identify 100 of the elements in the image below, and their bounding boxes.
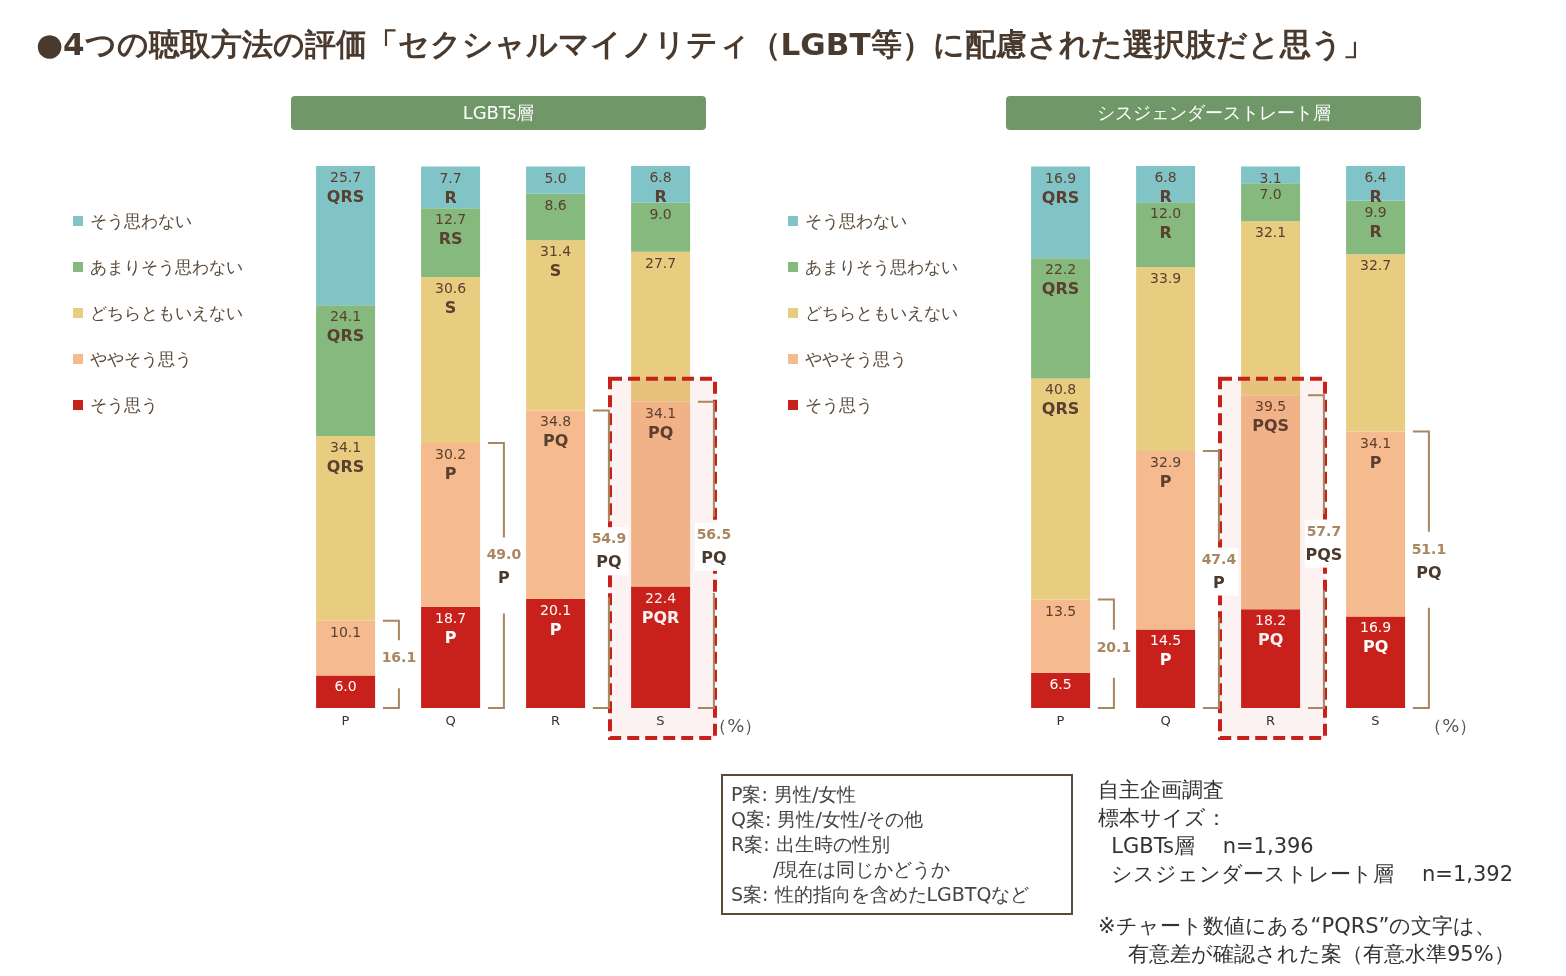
data-label: 6.4 R xyxy=(1364,169,1387,206)
data-label: 7.7 R xyxy=(439,169,462,207)
annotation: 56.5 PQ xyxy=(696,525,732,567)
bar xyxy=(526,599,586,708)
bar xyxy=(421,442,481,607)
bar xyxy=(1136,267,1196,452)
data-label: 30.6 S xyxy=(435,280,467,318)
data-label: 31.4 S xyxy=(540,243,572,281)
data-label: 32.9 P xyxy=(1150,454,1182,492)
legend-label: そう思わない xyxy=(90,209,192,233)
bar xyxy=(1031,166,1091,259)
bar xyxy=(1241,395,1301,610)
data-label: 12.7 RS xyxy=(435,211,467,249)
data-label: 22.4 PQR xyxy=(641,589,680,627)
data-label: 27.7 xyxy=(645,254,677,271)
bar xyxy=(1346,254,1406,432)
annotation: 51.1 PQ xyxy=(1411,540,1447,582)
data-label: 33.9 xyxy=(1150,270,1182,287)
data-label: 18.7 P xyxy=(435,609,467,647)
bar xyxy=(316,305,376,436)
text: 有意差が確認された案（有意水準95%） xyxy=(1127,941,1515,968)
legend-label: そう思う xyxy=(90,393,158,417)
data-label: 14.5 P xyxy=(1150,632,1182,670)
legend-label: ややそう思う xyxy=(805,347,907,371)
bar xyxy=(631,202,691,252)
data-label: 6.8 R xyxy=(649,169,672,206)
text: /現在は同じかどうか xyxy=(772,857,952,882)
annotation: 20.1 xyxy=(1096,638,1132,655)
bar xyxy=(631,251,691,402)
bar xyxy=(526,193,586,241)
data-label: 20.1 P xyxy=(540,602,572,640)
bar xyxy=(316,435,376,621)
bar xyxy=(1346,616,1406,708)
bar xyxy=(316,620,376,676)
data-label: 6.5 xyxy=(1049,675,1072,692)
data-label: 6.0 xyxy=(334,678,357,695)
text: 自主企画調査 xyxy=(1098,777,1225,804)
data-label: 7.0 xyxy=(1259,186,1282,203)
text: Q案: 男性/女性/その他 xyxy=(731,807,925,832)
text: シスジェンダーストレート層 n=1,392 xyxy=(1110,861,1514,888)
data-label: 16.9 QRS xyxy=(1041,169,1080,207)
legend-label: どちらともいえない xyxy=(805,301,958,325)
x-tick-label: Q xyxy=(1160,713,1171,729)
legend-label: ややそう思う xyxy=(90,347,192,371)
annotation: 54.9 PQ xyxy=(591,530,627,572)
bar xyxy=(1241,221,1301,396)
text: S案: 性的指向を含めたLGBTQなど xyxy=(731,882,1031,907)
bar xyxy=(526,410,586,600)
bar xyxy=(316,675,376,708)
data-label: 32.1 xyxy=(1255,224,1287,241)
data-label: 16.9 PQ xyxy=(1360,619,1392,657)
legend-label: あまりそう思わない xyxy=(90,255,243,279)
bar xyxy=(526,240,586,411)
bar xyxy=(421,208,481,278)
data-label: 13.5 xyxy=(1045,602,1077,619)
data-label: 9.0 xyxy=(649,205,672,222)
x-tick-label: S xyxy=(1371,713,1380,729)
bar xyxy=(1136,202,1196,268)
text: LGBTs層 n=1,396 xyxy=(1110,833,1315,860)
bar xyxy=(421,606,481,708)
annotation: 49.0 P xyxy=(486,546,522,588)
data-label: 8.6 xyxy=(544,196,567,213)
bar xyxy=(1346,431,1406,617)
annotation: 16.1 xyxy=(381,649,417,666)
legend-label: どちらともいえない xyxy=(90,301,243,325)
bar xyxy=(316,166,376,306)
data-label: 32.7 xyxy=(1360,257,1392,274)
x-tick-label: P xyxy=(1056,713,1065,729)
data-label: 34.1 QRS xyxy=(326,438,365,476)
data-label: 39.5 PQS xyxy=(1252,398,1290,436)
data-label: 24.1 QRS xyxy=(326,308,365,346)
bar xyxy=(1346,166,1406,201)
data-label: 40.8 QRS xyxy=(1041,381,1080,419)
legend-label: あまりそう思わない xyxy=(805,255,958,279)
bar xyxy=(421,166,481,209)
data-label: 3.1 xyxy=(1259,169,1282,186)
bar xyxy=(1136,451,1196,630)
data-label: 9.9 R xyxy=(1364,203,1387,241)
bar xyxy=(421,277,481,443)
data-label: 18.2 PQ xyxy=(1255,612,1287,650)
text: R案: 出生時の性別 xyxy=(731,832,891,857)
x-tick-label: Q xyxy=(445,713,456,729)
data-label: 5.0 xyxy=(544,169,567,186)
bar xyxy=(1031,378,1091,600)
legend-label: そう思う xyxy=(805,393,873,417)
x-tick-label: R xyxy=(550,713,561,729)
data-label: 12.0 R xyxy=(1150,205,1182,243)
annotation: 57.7 PQS xyxy=(1305,522,1343,564)
text: 標本サイズ： xyxy=(1098,805,1228,832)
data-label: 34.8 PQ xyxy=(540,413,572,451)
bar xyxy=(631,401,691,587)
chart-subtitle: シスジェンダーストレート層 xyxy=(1006,96,1421,130)
bar xyxy=(1031,672,1091,708)
data-label: 10.1 xyxy=(330,623,362,640)
data-label: 34.1 P xyxy=(1360,434,1392,472)
y-axis-title: （%） xyxy=(709,715,763,736)
text: ※チャート数値にある“PQRS”の文字は、 xyxy=(1098,913,1498,940)
bar xyxy=(1031,599,1091,673)
chart-title: ●4つの聴取方法の評価「セクシャルマイノリティ（LGBT等）に配慮された選択肢だと思う」 xyxy=(36,25,1374,64)
data-label: 22.2 QRS xyxy=(1041,261,1080,299)
